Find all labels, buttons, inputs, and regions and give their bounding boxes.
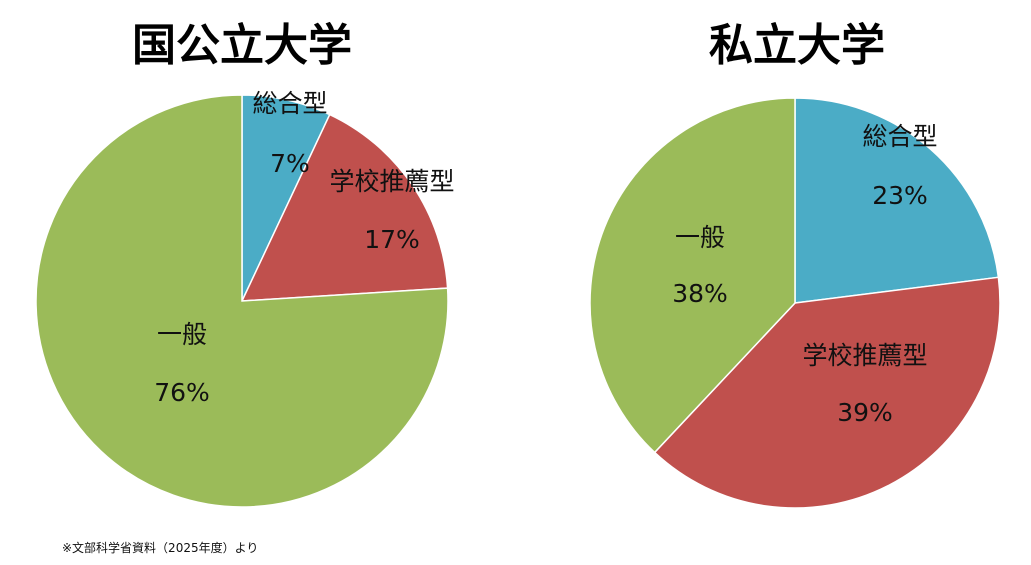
- slice-category-label: 総合型: [862, 122, 937, 151]
- chart-title: 国公立大学: [132, 20, 352, 71]
- slice-percent-label: 7%: [270, 149, 310, 178]
- pie-slice-3: [589, 97, 796, 454]
- slice-category-label: 学校推薦型: [802, 341, 927, 370]
- slice-percent-label: 76%: [154, 378, 210, 407]
- slice-percent-label: 23%: [872, 181, 928, 210]
- pie-slice-1: [794, 97, 1000, 304]
- slice-percent-label: 17%: [364, 225, 420, 254]
- slice-percent-label: 39%: [837, 398, 893, 427]
- slice-percent-label: 38%: [672, 279, 728, 308]
- source-footnote: ※文部科学省資料（2025年度）より: [62, 541, 259, 555]
- pie-slice-3: [35, 94, 449, 508]
- pie-slice-2: [240, 113, 449, 302]
- pie-slice-2: [653, 276, 1001, 509]
- slice-category-label: 一般: [157, 320, 207, 349]
- slice-category-label: 一般: [675, 223, 725, 252]
- chart-title: 私立大学: [709, 20, 885, 71]
- slice-category-label: 総合型: [252, 89, 327, 118]
- slice-category-label: 学校推薦型: [329, 167, 454, 196]
